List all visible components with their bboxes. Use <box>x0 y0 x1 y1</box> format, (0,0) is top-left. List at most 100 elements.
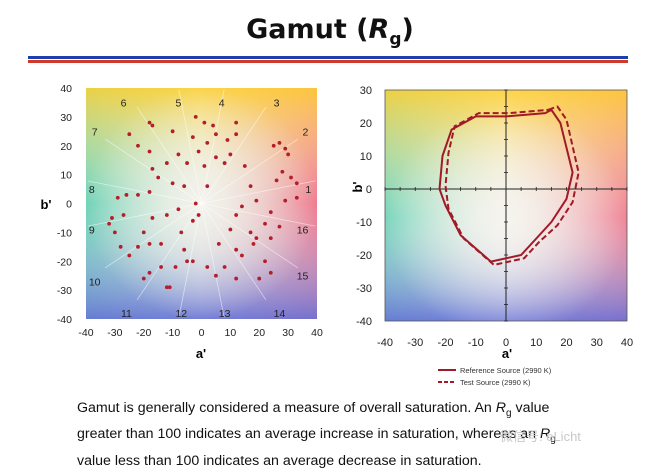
data-point <box>234 213 239 217</box>
hue-bin-label: 12 <box>175 308 187 320</box>
y-tick-label: 40 <box>60 83 72 95</box>
data-point <box>205 184 210 189</box>
legend-label-test: Test Source (2990 K) <box>460 378 531 387</box>
x-tick-label: 0 <box>199 327 205 339</box>
legend-label-reference: Reference Source (2990 K) <box>460 366 552 375</box>
data-point <box>190 135 195 139</box>
hue-bin-label: 2 <box>303 126 309 138</box>
data-point <box>228 152 233 157</box>
y-tick-label: -20 <box>356 250 372 262</box>
data-point <box>254 198 259 203</box>
data-point <box>185 259 189 264</box>
data-point <box>136 192 140 197</box>
data-point <box>271 143 276 148</box>
hue-bin-label: 5 <box>175 97 181 109</box>
data-point <box>147 270 152 275</box>
data-point <box>202 164 207 168</box>
x-tick-labels: -40 -30 -20 -10 0 10 20 30 40 <box>78 327 323 339</box>
x-tick-label: 30 <box>282 327 294 339</box>
y-tick-label: -10 <box>57 227 72 239</box>
x-tick-label: -40 <box>377 337 393 349</box>
data-point <box>286 152 291 157</box>
data-point <box>263 259 267 264</box>
data-point <box>182 184 187 189</box>
data-point <box>147 120 152 125</box>
title-end: ) <box>401 14 414 45</box>
y-tick-label: -10 <box>356 217 372 229</box>
series-lines <box>438 105 580 266</box>
hue-bin-label: 16 <box>297 224 309 236</box>
y-axis-label: b' <box>350 181 365 192</box>
hue-bin-label: 3 <box>274 97 280 109</box>
data-point <box>277 140 282 145</box>
data-point <box>147 242 152 246</box>
data-point <box>254 236 259 241</box>
data-point <box>159 265 163 269</box>
data-point <box>268 210 273 215</box>
data-point <box>294 195 299 200</box>
caption-line-2: greater than 100 indicates an average in… <box>77 426 556 446</box>
x-tick-label: 20 <box>253 327 265 339</box>
x-tick-label: 10 <box>225 327 237 339</box>
title-italic: R <box>368 14 390 45</box>
hue-bin-label: 7 <box>92 126 98 138</box>
data-point <box>185 161 189 165</box>
title-subscript: g <box>389 29 402 50</box>
gamut-scatter-chart: -40 -30 -20 -10 0 10 20 30 40 40 30 20 10 0 -10 -20 -30… <box>40 83 323 361</box>
y-tick-labels: 40 30 20 10 0 -10 -20 -30 -40 <box>57 83 72 326</box>
y-tick-label: -30 <box>57 285 72 297</box>
data-point <box>118 244 123 249</box>
test-source-line <box>444 105 580 266</box>
hue-bin-label: 13 <box>219 308 231 320</box>
y-tick-labels: 30 20 10 0 -10 -20 -30 -40 <box>356 85 372 328</box>
hue-bin-label: 9 <box>89 224 95 236</box>
x-tick-label: 0 <box>503 337 509 349</box>
hue-bin-label: 6 <box>121 97 127 109</box>
data-point <box>225 138 230 142</box>
data-point <box>182 247 187 252</box>
data-point <box>274 178 279 183</box>
bin-divider <box>87 180 316 227</box>
data-point <box>147 190 152 194</box>
data-point <box>176 152 181 157</box>
center-axes <box>384 89 628 322</box>
data-point <box>147 149 152 154</box>
hue-bin-label: 14 <box>274 308 286 320</box>
caption-line-1: Gamut is generally considered a measure … <box>77 400 550 419</box>
data-point <box>164 213 169 217</box>
data-point <box>173 265 178 269</box>
data-point <box>121 213 126 217</box>
x-tick-label: 40 <box>311 327 323 339</box>
y-tick-label: 10 <box>360 151 372 163</box>
data-point <box>234 120 239 125</box>
data-point <box>280 169 285 174</box>
data-point <box>289 175 293 180</box>
title-rule-blue <box>28 56 628 59</box>
y-tick-label: -40 <box>57 314 72 326</box>
data-point <box>234 132 239 137</box>
data-point <box>136 143 140 148</box>
x-tick-label: -20 <box>136 327 151 339</box>
data-point <box>240 253 244 258</box>
data-point <box>240 204 244 209</box>
data-point <box>214 155 218 160</box>
hue-bin-label: 15 <box>297 271 309 283</box>
data-point <box>248 184 253 189</box>
caption-line-3: value less than 100 indicates an average… <box>77 452 482 469</box>
data-point <box>136 244 140 249</box>
hue-bin-label: 4 <box>219 97 225 109</box>
x-tick-label: -40 <box>78 327 93 339</box>
data-point <box>170 181 175 186</box>
data-point <box>164 285 169 290</box>
y-tick-label: 0 <box>366 184 372 196</box>
y-axis-label: b' <box>40 197 51 212</box>
y-tick-label: 20 <box>60 141 72 153</box>
x-tick-label: -10 <box>165 327 180 339</box>
data-point <box>156 175 161 180</box>
slide-title: Gamut (Rg) <box>0 14 660 49</box>
data-point <box>251 242 256 246</box>
data-point <box>283 198 288 203</box>
data-point <box>283 146 288 151</box>
data-point <box>234 276 239 281</box>
data-point <box>159 242 163 246</box>
